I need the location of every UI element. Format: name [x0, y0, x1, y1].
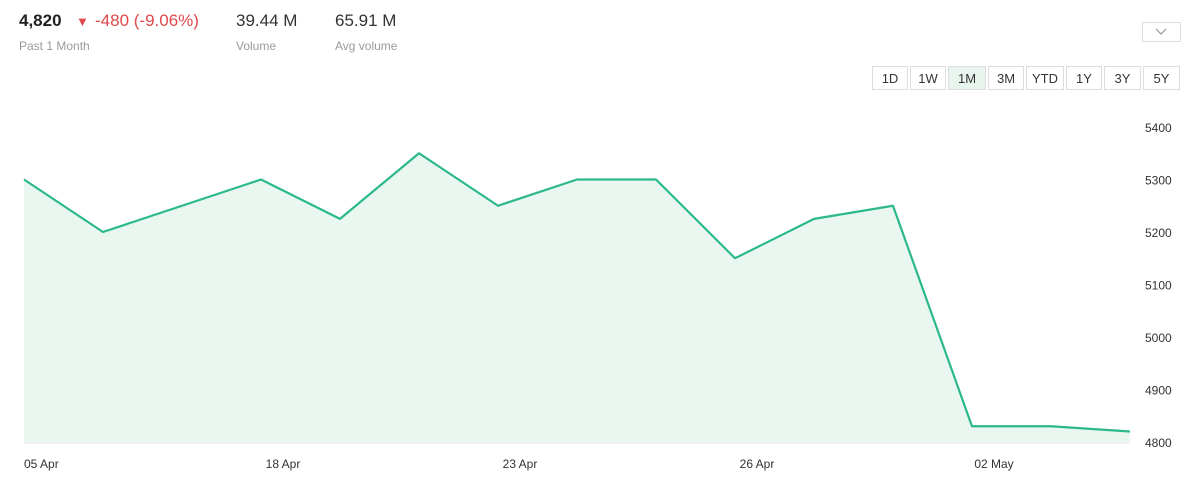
- range-button[interactable]: YTD: [1026, 66, 1064, 90]
- area: [24, 153, 1130, 442]
- dropdown[interactable]: [1142, 22, 1181, 42]
- chevron: [1155, 28, 1167, 35]
- range-button[interactable]: 3M: [988, 66, 1024, 90]
- range-button[interactable]: 1M: [948, 66, 986, 90]
- period-label: Past 1 Month: [19, 39, 90, 53]
- y-tick-label: 5100: [1145, 279, 1172, 293]
- y-tick-label: 4800: [1145, 436, 1172, 450]
- volume-label: Volume: [236, 39, 277, 53]
- avg-volume-label: Avg volume: [335, 39, 398, 53]
- range-button[interactable]: 1D: [872, 66, 908, 90]
- y-tick-label: 5200: [1145, 226, 1172, 240]
- range-button[interactable]: 3Y: [1104, 66, 1141, 90]
- x-tick-label: 23 Apr: [503, 457, 538, 471]
- y-tick-label: 5400: [1145, 121, 1172, 135]
- price-line: [23, 152, 1131, 433]
- volume: 39.44 M: [236, 11, 298, 30]
- price-change: -480 (-9.06%): [95, 11, 199, 30]
- down-arrow: ▼: [76, 14, 89, 29]
- y-tick-label: 4900: [1145, 384, 1172, 398]
- y-tick-label: 5000: [1145, 331, 1172, 345]
- y-tick-label: 5300: [1145, 174, 1172, 188]
- x-tick-label: 18 Apr: [266, 457, 301, 471]
- x-tick-label: 02 May: [974, 457, 1013, 471]
- x-tick-label: 26 Apr: [740, 457, 775, 471]
- range-button[interactable]: 1W: [910, 66, 946, 90]
- price: 4,820: [19, 11, 62, 30]
- avg-volume: 65.91 M: [335, 11, 397, 30]
- x-tick-label: 05 Apr: [24, 457, 59, 471]
- range-button[interactable]: 1Y: [1066, 66, 1102, 90]
- range-button[interactable]: 5Y: [1143, 66, 1180, 90]
